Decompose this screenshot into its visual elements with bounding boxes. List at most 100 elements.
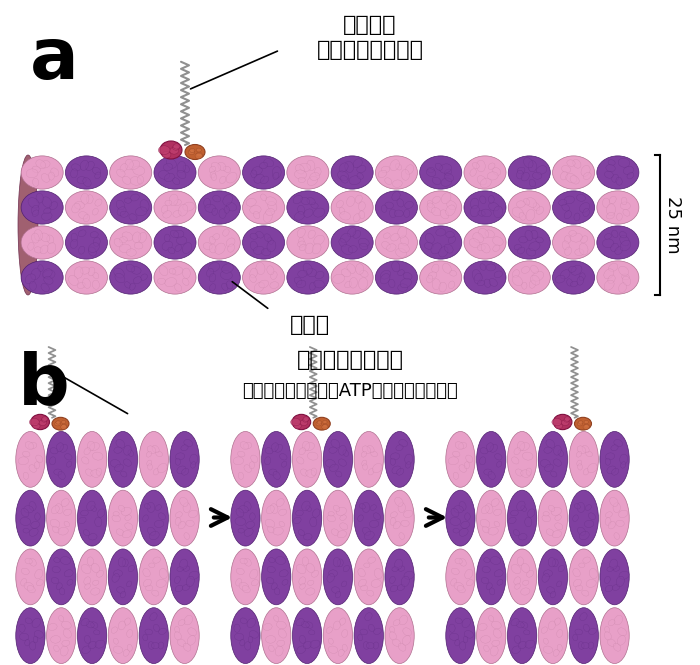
Ellipse shape xyxy=(517,201,525,207)
Ellipse shape xyxy=(444,174,454,182)
Ellipse shape xyxy=(612,174,618,182)
Ellipse shape xyxy=(147,502,155,513)
Ellipse shape xyxy=(481,577,489,584)
Ellipse shape xyxy=(244,528,253,536)
Ellipse shape xyxy=(554,459,561,466)
Ellipse shape xyxy=(362,502,370,513)
Ellipse shape xyxy=(473,269,481,281)
Ellipse shape xyxy=(108,490,138,546)
Ellipse shape xyxy=(127,630,133,637)
Ellipse shape xyxy=(511,618,519,626)
Ellipse shape xyxy=(307,176,318,186)
Ellipse shape xyxy=(145,629,153,635)
Ellipse shape xyxy=(256,231,263,238)
Ellipse shape xyxy=(129,214,137,221)
Ellipse shape xyxy=(477,608,506,664)
Ellipse shape xyxy=(508,261,550,294)
Ellipse shape xyxy=(576,452,582,457)
Ellipse shape xyxy=(275,444,283,452)
Ellipse shape xyxy=(519,533,527,540)
Ellipse shape xyxy=(522,267,530,273)
Ellipse shape xyxy=(403,273,412,280)
Ellipse shape xyxy=(551,471,557,477)
Ellipse shape xyxy=(50,636,61,643)
Ellipse shape xyxy=(528,161,537,172)
Ellipse shape xyxy=(88,267,95,276)
Ellipse shape xyxy=(482,567,490,573)
Ellipse shape xyxy=(620,240,631,251)
Ellipse shape xyxy=(119,237,127,243)
Ellipse shape xyxy=(444,244,453,253)
Ellipse shape xyxy=(123,459,132,466)
Ellipse shape xyxy=(348,246,357,253)
Ellipse shape xyxy=(50,519,60,528)
Ellipse shape xyxy=(519,237,528,243)
Ellipse shape xyxy=(466,455,472,462)
Ellipse shape xyxy=(122,559,128,567)
Ellipse shape xyxy=(306,505,312,511)
Ellipse shape xyxy=(386,244,396,251)
Ellipse shape xyxy=(478,624,487,630)
Ellipse shape xyxy=(364,531,374,540)
Ellipse shape xyxy=(555,424,563,429)
Ellipse shape xyxy=(322,425,328,430)
Ellipse shape xyxy=(126,264,135,272)
Ellipse shape xyxy=(577,460,582,466)
Ellipse shape xyxy=(29,501,36,511)
Ellipse shape xyxy=(404,209,410,217)
Ellipse shape xyxy=(600,549,629,604)
Ellipse shape xyxy=(510,510,518,516)
Ellipse shape xyxy=(432,264,439,273)
Ellipse shape xyxy=(484,558,490,563)
Ellipse shape xyxy=(391,453,400,460)
Ellipse shape xyxy=(604,269,614,279)
Ellipse shape xyxy=(20,517,31,525)
Ellipse shape xyxy=(356,264,364,275)
Ellipse shape xyxy=(29,642,36,650)
Ellipse shape xyxy=(316,422,321,426)
Ellipse shape xyxy=(405,462,411,468)
Ellipse shape xyxy=(267,240,276,252)
Ellipse shape xyxy=(267,567,275,573)
Ellipse shape xyxy=(124,446,131,455)
Ellipse shape xyxy=(367,590,374,596)
Ellipse shape xyxy=(301,198,309,205)
Ellipse shape xyxy=(165,277,176,287)
Ellipse shape xyxy=(432,279,440,290)
Ellipse shape xyxy=(339,239,346,247)
Ellipse shape xyxy=(574,503,580,509)
Ellipse shape xyxy=(149,531,159,540)
Ellipse shape xyxy=(603,239,614,247)
Ellipse shape xyxy=(363,464,368,470)
Ellipse shape xyxy=(267,201,277,211)
Ellipse shape xyxy=(209,284,216,291)
Ellipse shape xyxy=(451,509,459,517)
Ellipse shape xyxy=(78,282,85,289)
Ellipse shape xyxy=(154,226,196,259)
Ellipse shape xyxy=(298,529,304,535)
Ellipse shape xyxy=(340,207,345,214)
Ellipse shape xyxy=(50,457,56,465)
Ellipse shape xyxy=(118,505,125,511)
Ellipse shape xyxy=(533,203,540,211)
Ellipse shape xyxy=(86,621,94,628)
Ellipse shape xyxy=(181,468,189,475)
Ellipse shape xyxy=(541,627,547,633)
Ellipse shape xyxy=(62,420,66,424)
Ellipse shape xyxy=(392,567,398,571)
Ellipse shape xyxy=(555,275,565,283)
Ellipse shape xyxy=(44,277,53,284)
Text: キネシン
生体分子モーター: キネシン 生体分子モーター xyxy=(316,15,424,60)
Ellipse shape xyxy=(32,178,38,186)
Ellipse shape xyxy=(522,452,533,460)
Ellipse shape xyxy=(121,507,132,515)
Ellipse shape xyxy=(299,237,304,245)
Ellipse shape xyxy=(569,432,598,487)
Ellipse shape xyxy=(162,152,171,158)
Ellipse shape xyxy=(552,261,594,294)
Ellipse shape xyxy=(401,170,410,180)
Ellipse shape xyxy=(623,209,630,216)
Ellipse shape xyxy=(116,200,125,209)
Ellipse shape xyxy=(553,649,559,656)
Ellipse shape xyxy=(389,577,396,583)
